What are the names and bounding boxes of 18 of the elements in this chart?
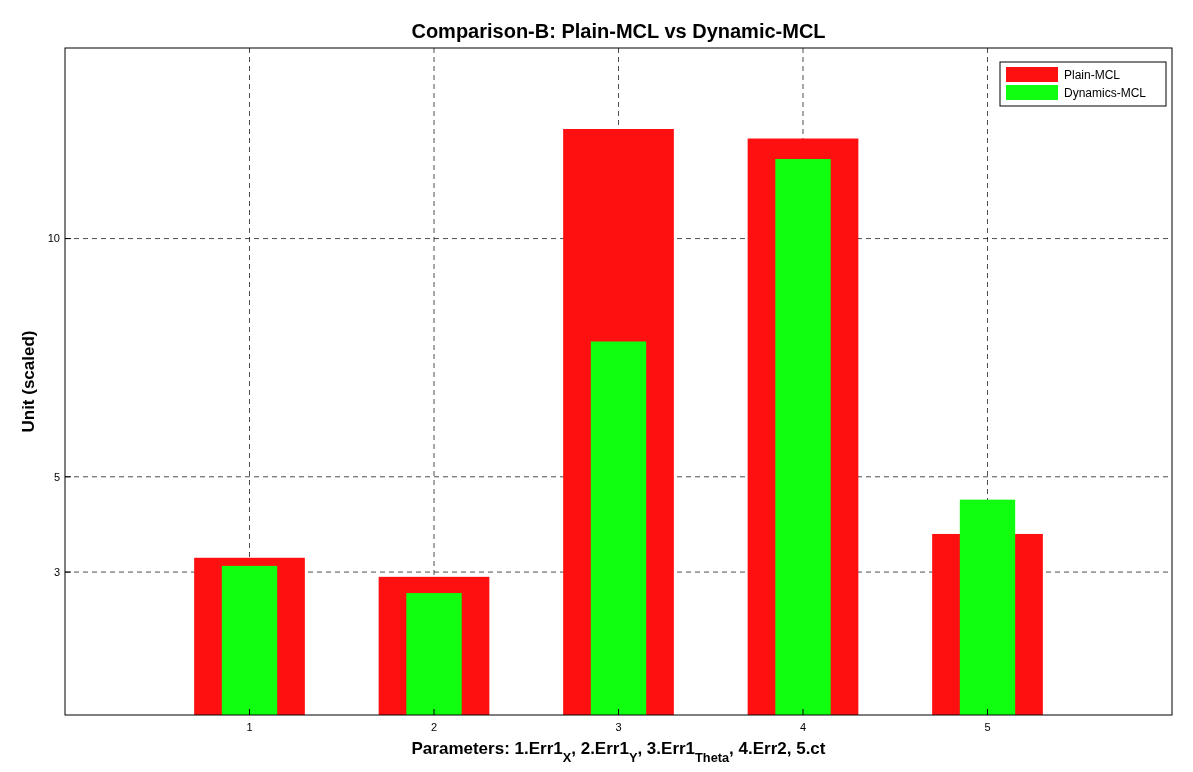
chart-title: Comparison-B: Plain-MCL vs Dynamic-MCL (411, 20, 826, 42)
legend-label: Plain-MCL (1064, 68, 1121, 82)
legend-label: Dynamics-MCL (1064, 86, 1147, 100)
bar (959, 499, 1016, 715)
x-tick-label: 3 (615, 721, 622, 733)
x-tick-label: 2 (430, 721, 438, 733)
y-tick-label: 3 (53, 565, 60, 578)
x-tick-label: 1 (246, 721, 253, 733)
bar (775, 159, 831, 715)
bar (406, 593, 462, 715)
bar (590, 341, 647, 715)
bar (221, 565, 278, 715)
y-tick-label: 5 (53, 470, 60, 483)
x-tick-label: 5 (984, 721, 991, 733)
y-axis-title: Unit (scaled) (19, 330, 38, 433)
x-axis-title: Parameters: 1.Err1$_{X}$, 2.Err1$_{Y}$, 3.Err1$_{Theta}$, 4.Err2, 5.ct (411, 739, 826, 765)
y-tick-label: 10 (47, 232, 60, 245)
x-tick-label: 4 (799, 721, 807, 733)
